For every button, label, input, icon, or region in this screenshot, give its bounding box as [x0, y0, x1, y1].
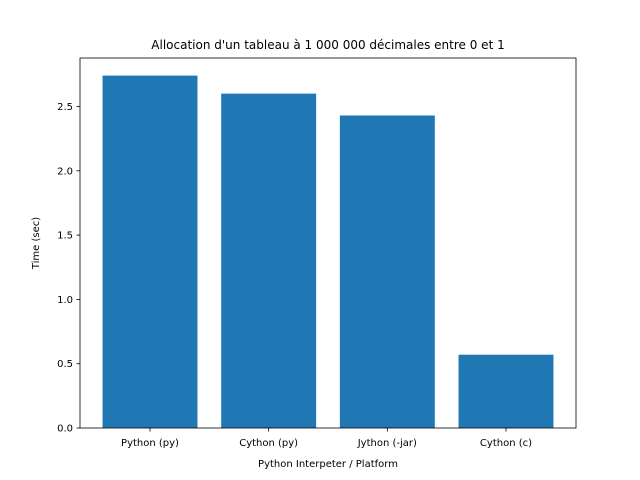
x-axis: Python (py) Cython (py) Jython (-jar) Cytho…: [121, 428, 532, 449]
y-axis: 0.0 0.5 1.0 1.5 2.0 2.5: [57, 102, 80, 435]
bar: [221, 93, 317, 429]
y-tick-label: 0.0: [57, 424, 73, 435]
plot-frame: [79, 57, 577, 429]
x-axis-label: Python Interpeter / Platform: [258, 459, 398, 470]
y-tick-label: 1.0: [57, 295, 73, 306]
x-tick-label: Cython (c): [480, 438, 532, 449]
bars-group: [102, 75, 554, 429]
x-tick-label: Cython (py): [239, 438, 298, 449]
y-tick-label: 2.5: [57, 102, 73, 113]
bar: [102, 75, 198, 428]
y-tick-label: 0.5: [57, 359, 73, 370]
y-axis-label: Time (sec): [31, 217, 42, 270]
chart-title: Allocation d'un tableau à 1 000 000 déci…: [151, 38, 504, 52]
bar: [458, 354, 554, 428]
y-tick-label: 2.0: [57, 166, 73, 177]
x-tick-label: Jython (-jar): [357, 438, 417, 449]
y-tick-label: 1.5: [57, 231, 73, 242]
x-tick-label: Python (py): [121, 438, 179, 449]
bar: [339, 115, 435, 428]
